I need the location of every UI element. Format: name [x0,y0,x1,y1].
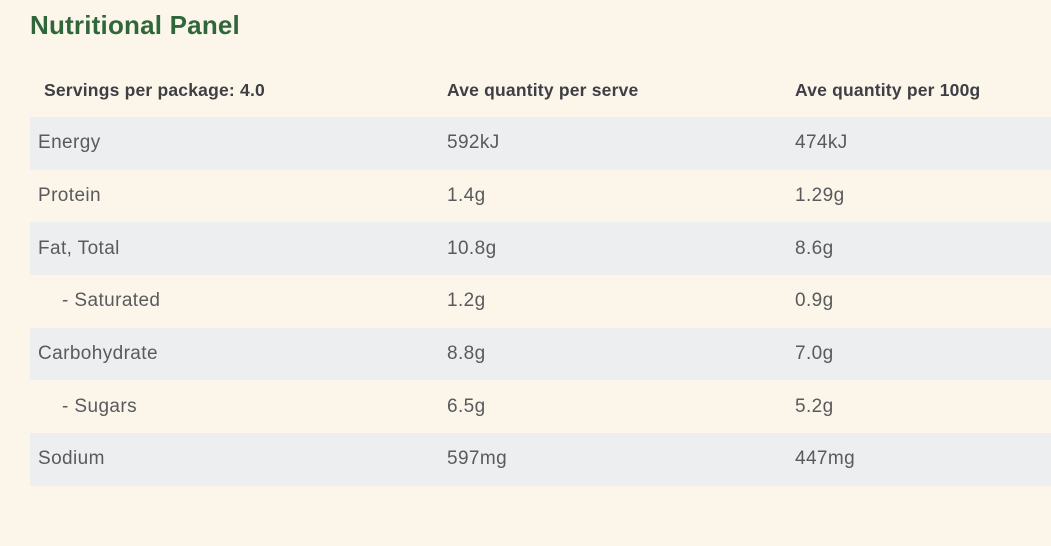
value-per-serve: 8.8g [447,343,486,365]
value-per-100g: 447mg [795,448,856,470]
value-per-serve: 1.2g [447,290,486,312]
value-per-serve: 1.4g [447,185,486,207]
value-per-100g: 5.2g [795,395,834,417]
value-per-serve: 597mg [447,448,508,470]
value-per-100g: 474kJ [795,132,848,154]
table-body: Energy 592kJ 474kJ Protein 1.4g 1.29g Fa… [30,117,1051,486]
row-label: Energy [38,132,101,154]
table-row: Energy 592kJ 474kJ [30,117,1051,170]
row-label: Fat, Total [38,237,120,259]
value-per-100g: 1.29g [795,185,845,207]
header-ave-quantity-per-100g: Ave quantity per 100g [795,80,981,100]
row-label: Protein [38,185,102,207]
page-title: Nutritional Panel [30,10,240,40]
table-header-row: Servings per package: 4.0 Ave quantity p… [30,64,1051,117]
table-row: Sodium 597mg 447mg [30,433,1051,486]
value-per-serve: 592kJ [447,132,500,154]
row-label: - Saturated [62,290,161,312]
table-row: - Saturated 1.2g 0.9g [30,275,1051,328]
header-servings-per-package: Servings per package: 4.0 [44,80,265,100]
value-per-100g: 8.6g [795,237,834,259]
table-row: Fat, Total 10.8g 8.6g [30,222,1051,276]
value-per-100g: 0.9g [795,290,834,312]
table-row: Protein 1.4g 1.29g [30,170,1051,223]
value-per-100g: 7.0g [795,343,834,365]
nutritional-panel: Nutritional Panel Servings per package: … [30,10,1051,486]
nutrition-table: Servings per package: 4.0 Ave quantity p… [30,64,1051,486]
row-label: - Sugars [62,395,138,417]
row-label: Carbohydrate [38,343,158,365]
table-row: - Sugars 6.5g 5.2g [30,380,1051,433]
row-label: Sodium [38,448,105,470]
table-row: Carbohydrate 8.8g 7.0g [30,327,1051,381]
value-per-serve: 6.5g [447,395,486,417]
value-per-serve: 10.8g [447,237,497,259]
header-ave-quantity-per-serve: Ave quantity per serve [447,80,639,100]
